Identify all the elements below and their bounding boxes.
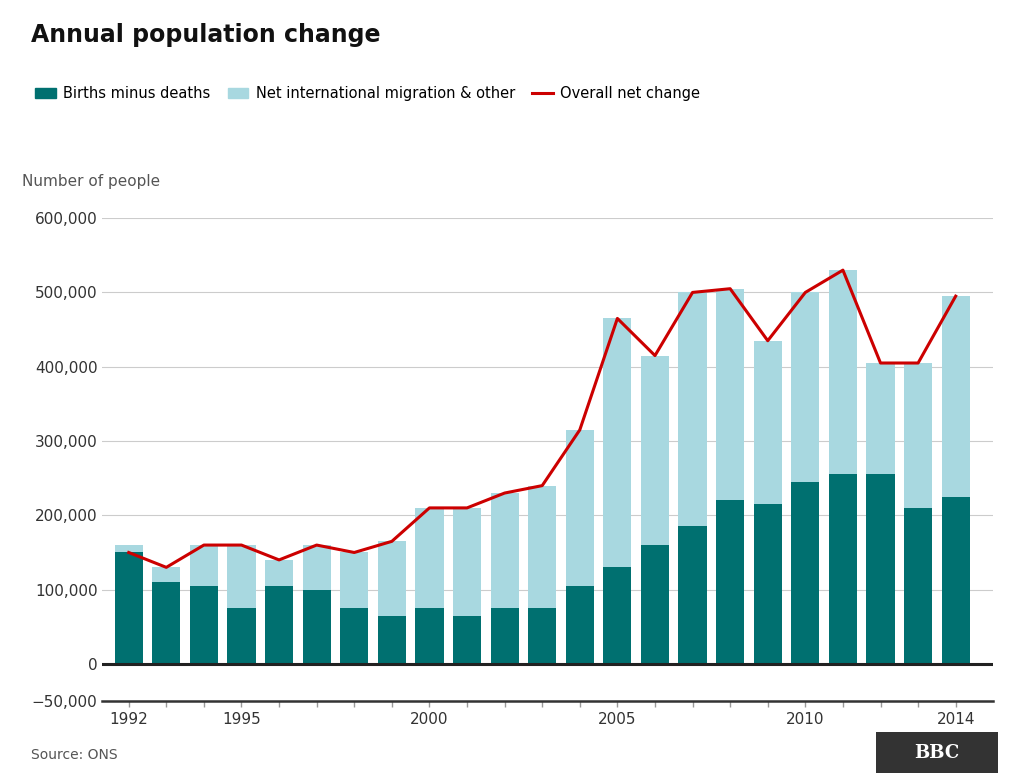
Bar <box>453 508 481 615</box>
Bar <box>153 582 180 664</box>
Bar <box>340 608 369 664</box>
Bar <box>378 541 406 615</box>
Bar <box>265 560 293 586</box>
Bar <box>416 508 443 608</box>
Bar <box>792 482 819 664</box>
Bar <box>828 474 857 664</box>
Bar <box>115 545 142 552</box>
Text: Source: ONS: Source: ONS <box>31 748 118 762</box>
Bar <box>153 567 180 582</box>
Legend: Births minus deaths, Net international migration & other, Overall net change: Births minus deaths, Net international m… <box>30 80 706 108</box>
Bar <box>302 590 331 664</box>
Bar <box>528 485 556 608</box>
Bar <box>302 545 331 590</box>
Bar <box>490 608 519 664</box>
Bar <box>416 608 443 664</box>
Bar <box>453 615 481 664</box>
Bar <box>603 567 632 664</box>
Bar <box>904 363 932 508</box>
Bar <box>565 430 594 586</box>
Text: Annual population change: Annual population change <box>31 23 380 48</box>
Bar <box>754 340 782 504</box>
Bar <box>679 527 707 664</box>
Bar <box>641 545 669 664</box>
Bar <box>227 545 256 608</box>
Bar <box>716 289 744 500</box>
Bar <box>378 615 406 664</box>
Bar <box>754 504 782 664</box>
Bar <box>340 552 369 608</box>
Bar <box>716 500 744 664</box>
Bar <box>189 545 218 586</box>
Bar <box>679 292 707 527</box>
Bar <box>942 296 970 497</box>
Bar <box>189 586 218 664</box>
Bar <box>828 270 857 474</box>
Bar <box>490 493 519 608</box>
Text: Number of people: Number of people <box>23 174 161 189</box>
Bar <box>603 319 632 567</box>
Bar <box>641 355 669 545</box>
Bar <box>866 474 895 664</box>
Text: BBC: BBC <box>914 743 959 762</box>
Bar <box>265 586 293 664</box>
Bar <box>565 586 594 664</box>
Bar <box>904 508 932 664</box>
Bar <box>528 608 556 664</box>
Bar <box>866 363 895 474</box>
Bar <box>115 545 142 664</box>
Bar <box>227 608 256 664</box>
Bar <box>792 292 819 482</box>
Bar <box>942 497 970 664</box>
